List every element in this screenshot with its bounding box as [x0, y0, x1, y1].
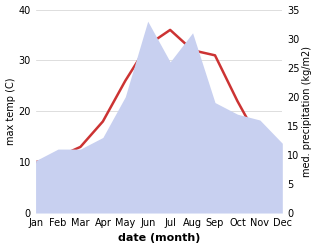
Y-axis label: max temp (C): max temp (C): [5, 77, 16, 145]
Y-axis label: med. precipitation (kg/m2): med. precipitation (kg/m2): [302, 46, 313, 177]
X-axis label: date (month): date (month): [118, 234, 200, 244]
